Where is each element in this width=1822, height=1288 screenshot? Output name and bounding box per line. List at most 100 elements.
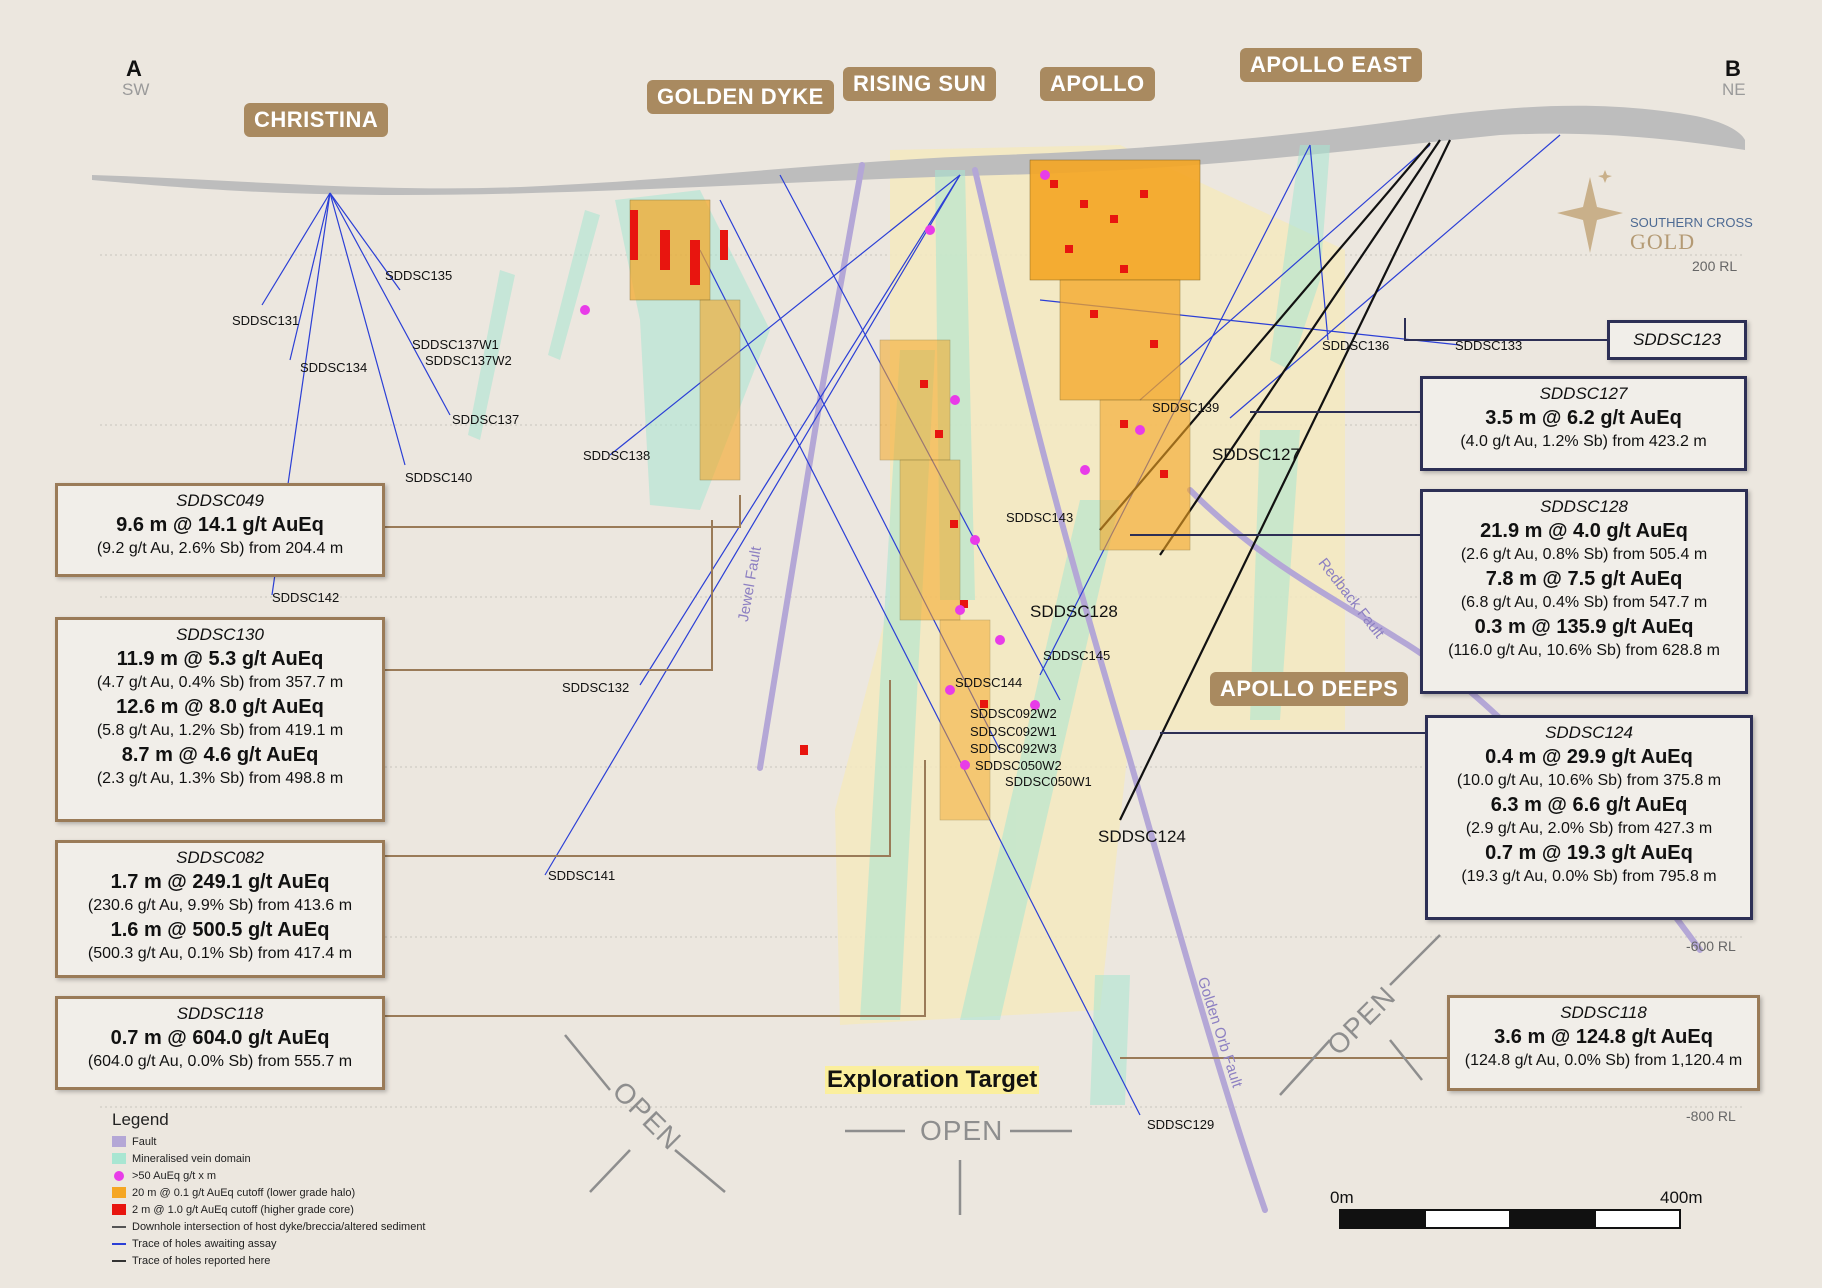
legend-item: Mineralised vein domain	[112, 1150, 532, 1167]
legend-title: Legend	[112, 1110, 169, 1129]
section-dir-sw: SW	[122, 80, 150, 99]
hole-label-sddsc137w1: SDDSC137W1	[412, 337, 499, 352]
legend-items: Fault Mineralised vein domain >50 AuEq g/t…	[112, 1133, 532, 1269]
callout-grade-detail: (6.8 g/t Au, 0.4% Sb) from 547.7 m	[1460, 594, 1708, 611]
callout-grade-detail: (500.3 g/t Au, 0.1% Sb) from 417.4 m	[87, 945, 353, 962]
vein-domains	[468, 145, 1330, 1105]
callout-grade-detail: (4.0 g/t Au, 1.2% Sb) from 423.2 m	[1460, 433, 1707, 450]
callout-intercept: 0.7 m @ 604.0 g/t AuEq	[110, 1027, 330, 1049]
hole-label-sddsc140: SDDSC140	[405, 470, 473, 485]
hole-label-sddsc050w1: SDDSC050W1	[1005, 774, 1092, 789]
legend-item: Downhole intersection of host dyke/brecc…	[112, 1218, 532, 1235]
rl-minus800: -800 RL	[1686, 1108, 1736, 1124]
legend-item: Trace of holes reported here	[112, 1252, 532, 1269]
callout-sddsc049: SDDSC049 9.6 m @ 14.1 g/t AuEq (9.2 g/t Au…	[55, 483, 385, 577]
hole-label-sddsc092w3: SDDSC092W3	[970, 741, 1057, 756]
callout-sddsc082: SDDSC082 1.7 m @ 249.1 g/t AuEq (230.6 g/t…	[55, 840, 385, 978]
callout-hole-id: SDDSC128	[1540, 497, 1628, 516]
callout-intercept: 9.6 m @ 14.1 g/t AuEq	[116, 514, 324, 536]
exploration-target-label: Exploration Target	[825, 1066, 1040, 1094]
callout-leaders	[385, 495, 1447, 1059]
hole-label-sddsc139: SDDSC139	[1152, 400, 1220, 415]
scale-bar	[1339, 1209, 1681, 1229]
callout-intercept: 0.4 m @ 29.9 g/t AuEq	[1485, 746, 1693, 768]
legend-swatch	[112, 1225, 126, 1228]
hole-label-sddsc135: SDDSC135	[385, 268, 453, 283]
open-label-bottom: OPEN	[920, 1115, 1004, 1146]
prospect-golden-dyke: GOLDEN DYKE	[647, 80, 834, 114]
section-end-a: A	[126, 56, 142, 81]
topography-surface	[92, 105, 1745, 195]
logo-line2: GOLD	[1630, 229, 1696, 254]
legend-label: Fault	[132, 1135, 157, 1148]
rl-minus600: -600 RL	[1686, 938, 1736, 954]
star-icon	[1557, 170, 1623, 253]
callout-intercept: 0.3 m @ 135.9 g/t AuEq	[1474, 616, 1694, 638]
prospect-apollo-deeps: APOLLO DEEPS	[1210, 672, 1409, 706]
legend-swatch	[112, 1153, 126, 1164]
legend-label: Mineralised vein domain	[132, 1152, 251, 1165]
callout-intercept: 8.7 m @ 4.6 g/t AuEq	[121, 744, 319, 766]
callout-grade-detail: (10.0 g/t Au, 10.6% Sb) from 375.8 m	[1456, 772, 1722, 789]
intersection-clusters	[580, 159, 1201, 821]
hole-label-sddsc092w1: SDDSC092W1	[970, 724, 1057, 739]
legend-swatch	[114, 1170, 124, 1181]
legend-swatch	[112, 1136, 126, 1147]
legend-swatch	[112, 1259, 126, 1262]
section-end-b: B	[1725, 56, 1741, 81]
callout-grade-detail: (2.3 g/t Au, 1.3% Sb) from 498.8 m	[96, 770, 344, 787]
callout-intercept: 11.9 m @ 5.3 g/t AuEq	[116, 648, 324, 670]
legend-item: 20 m @ 0.1 g/t AuEq cutoff (lower grade …	[112, 1184, 532, 1201]
hole-label-sddsc141: SDDSC141	[548, 868, 616, 883]
callout-grade-detail: (19.3 g/t Au, 0.0% Sb) from 795.8 m	[1461, 868, 1717, 885]
callout-intercept: 6.3 m @ 6.6 g/t AuEq	[1490, 794, 1688, 816]
legend-label: 2 m @ 1.0 g/t AuEq cutoff (higher grade …	[132, 1203, 354, 1216]
callout-grade-detail: (4.7 g/t Au, 0.4% Sb) from 357.7 m	[96, 674, 344, 691]
callout-hole-id: SDDSC130	[176, 625, 264, 644]
callout-leaders-navy	[1130, 318, 1607, 734]
legend-item: 2 m @ 1.0 g/t AuEq cutoff (higher grade …	[112, 1201, 532, 1218]
callout-hole-id: SDDSC118	[176, 1004, 264, 1023]
callout-hole-id: SDDSC127	[1539, 384, 1628, 403]
hole-label-sddsc128: SDDSC128	[1030, 602, 1118, 621]
rl-200: 200 RL	[1692, 258, 1738, 274]
callout-grade-detail: (5.8 g/t Au, 1.2% Sb) from 419.1 m	[96, 722, 344, 739]
callout-hole-id: SDDSC118	[1560, 1003, 1647, 1022]
legend-item: Trace of holes awaiting assay	[112, 1235, 532, 1252]
callout-sddsc118-b: SDDSC118 3.6 m @ 124.8 g/t AuEq (124.8 g/t…	[1447, 995, 1760, 1091]
hole-label-sddsc143: SDDSC143	[1006, 510, 1074, 525]
callout-intercept: 1.7 m @ 249.1 g/t AuEq	[110, 871, 330, 893]
hole-label-sddsc132: SDDSC132	[562, 680, 630, 695]
hole-label-sddsc145: SDDSC145	[1043, 648, 1111, 663]
legend-label: 20 m @ 0.1 g/t AuEq cutoff (lower grade …	[132, 1186, 356, 1199]
hole-label-sddsc137w2: SDDSC137W2	[425, 353, 512, 368]
callout-hole-id: SDDSC049	[176, 491, 264, 510]
legend-swatch	[112, 1187, 126, 1198]
hole-label-sddsc050w2: SDDSC050W2	[975, 758, 1062, 773]
callout-grade-detail: (604.0 g/t Au, 0.0% Sb) from 555.7 m	[87, 1053, 353, 1070]
callout-sddsc123: SDDSC123	[1607, 320, 1747, 360]
hole-label-sddsc133: SDDSC133	[1455, 338, 1523, 353]
callout-intercept: 7.8 m @ 7.5 g/t AuEq	[1485, 568, 1683, 590]
legend-label: Downhole intersection of host dyke/brecc…	[132, 1220, 426, 1233]
logo-line1: SOUTHERN CROSS	[1630, 215, 1753, 230]
callout-intercept: 1.6 m @ 500.5 g/t AuEq	[110, 919, 330, 941]
callout-hole-id: SDDSC082	[176, 848, 264, 867]
hole-label-sddsc129: SDDSC129	[1147, 1117, 1215, 1132]
hole-label-sddsc144: SDDSC144	[955, 675, 1023, 690]
hole-label-sddsc136: SDDSC136	[1322, 338, 1390, 353]
legend-item: >50 AuEq g/t x m	[112, 1167, 532, 1184]
callout-grade-detail: (9.2 g/t Au, 2.6% Sb) from 204.4 m	[96, 540, 344, 557]
prospect-apollo: APOLLO	[1040, 67, 1155, 101]
callout-grade-detail: (2.9 g/t Au, 2.0% Sb) from 427.3 m	[1465, 820, 1713, 837]
hole-label-sddsc134: SDDSC134	[300, 360, 368, 375]
legend-swatch	[112, 1242, 126, 1245]
scale-right-label: 400m	[1660, 1188, 1703, 1207]
hole-label-sddsc142: SDDSC142	[272, 590, 340, 605]
scale-left-label: 0m	[1330, 1188, 1354, 1207]
hole-label-sddsc138: SDDSC138	[583, 448, 651, 463]
hole-label-sddsc137: SDDSC137	[452, 412, 520, 427]
legend-item: Fault	[112, 1133, 532, 1150]
callout-hole-id: SDDSC124	[1545, 723, 1633, 742]
